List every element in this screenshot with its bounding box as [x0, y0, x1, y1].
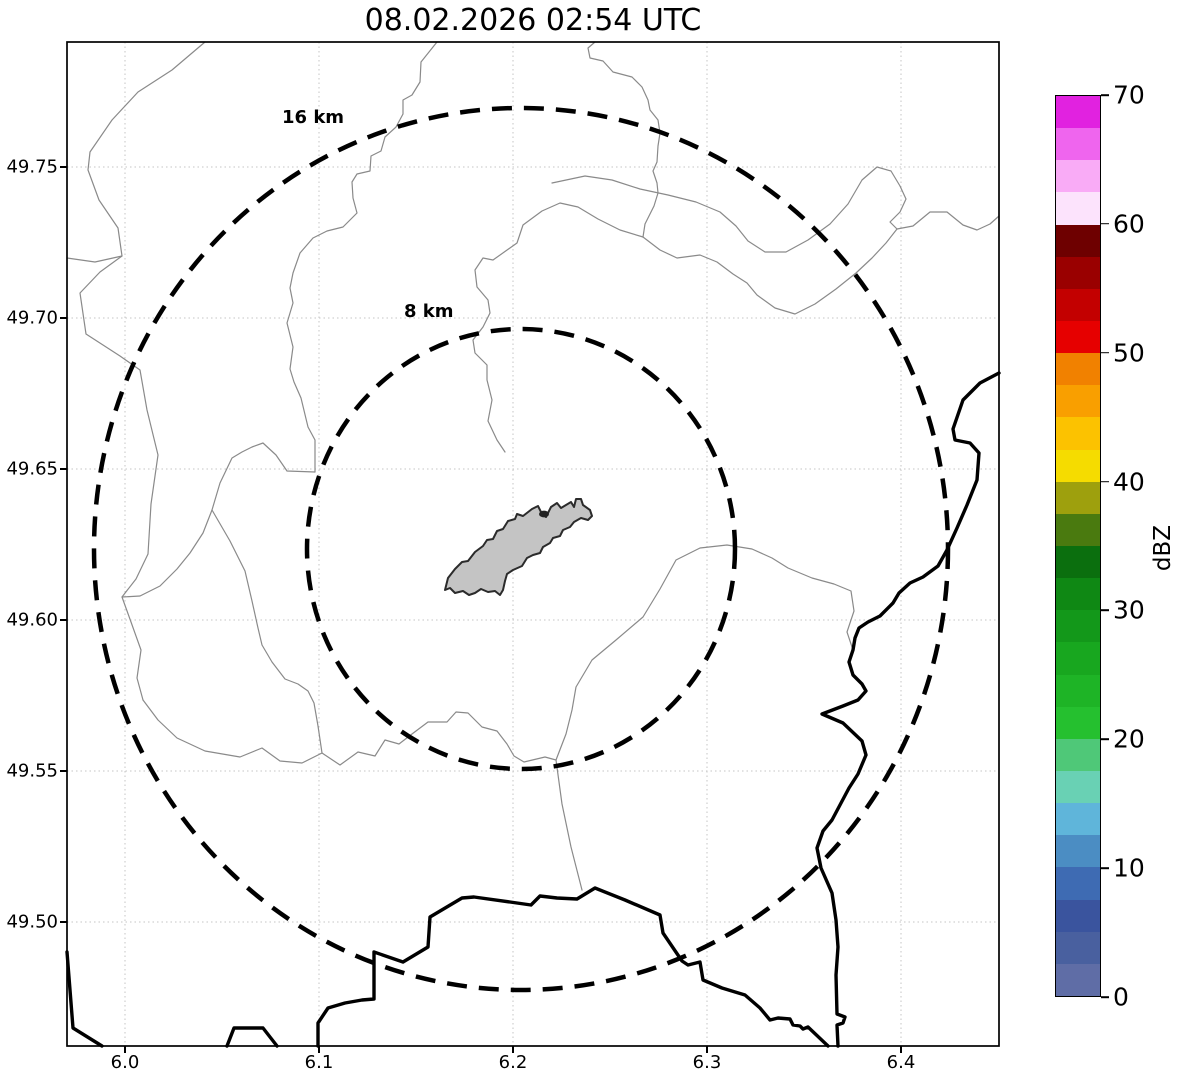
radar-site-marker — [539, 510, 549, 518]
colorbar — [1055, 95, 1101, 997]
admin-boundary-line — [211, 509, 323, 754]
colorbar-segment — [1056, 610, 1100, 643]
colorbar-tick-mark — [1101, 609, 1109, 612]
colorbar-segment — [1056, 803, 1100, 836]
x-tick-mark — [124, 1046, 126, 1053]
admin-boundary-line — [79, 41, 206, 701]
colorbar-segment — [1056, 385, 1100, 418]
admin-boundary-line — [551, 166, 1000, 253]
x-tick-label: 6.1 — [304, 1052, 334, 1073]
colorbar-segment — [1056, 224, 1100, 257]
colorbar-segment — [1056, 706, 1100, 739]
y-tick-label: 49.70 — [6, 307, 58, 329]
colorbar-tick-mark — [1101, 996, 1109, 998]
colorbar-segment — [1056, 835, 1100, 868]
range-ring-8km — [304, 326, 738, 772]
colorbar-segment — [1056, 771, 1100, 804]
admin-boundary-line — [587, 41, 661, 238]
colorbar-segment — [1056, 160, 1100, 193]
admin-boundary-line — [555, 544, 855, 761]
range-ring-8km-label: 8 km — [404, 301, 454, 322]
colorbar-tick-label: 70 — [1113, 80, 1145, 110]
y-tick-mark — [60, 166, 67, 168]
admin-boundary-line — [642, 228, 898, 315]
colorbar-segment — [1056, 288, 1100, 322]
country-border-line — [316, 886, 830, 1048]
x-tick-label: 6.0 — [110, 1052, 140, 1073]
x-tick-mark — [512, 1046, 514, 1053]
colorbar-tick-label: 30 — [1113, 595, 1145, 625]
y-tick-mark — [60, 921, 67, 923]
colorbar-segment — [1056, 578, 1100, 611]
colorbar-tick-label: 40 — [1113, 467, 1145, 497]
admin-boundary-line — [66, 255, 123, 263]
y-tick-mark — [60, 770, 67, 772]
colorbar-tick-mark — [1101, 351, 1109, 354]
colorbar-segment — [1056, 449, 1100, 482]
colorbar-tick-mark — [1101, 480, 1109, 483]
admin-boundary-line — [472, 202, 644, 453]
admin-boundary-line — [142, 699, 583, 891]
colorbar-unit-label: dBZ — [1150, 524, 1176, 572]
colorbar-segment — [1056, 642, 1100, 675]
colorbar-segment — [1056, 931, 1100, 964]
colorbar-segment — [1056, 417, 1100, 450]
admin-boundary-lines — [66, 41, 1000, 891]
y-tick-mark — [60, 619, 67, 621]
colorbar-tick-mark — [1101, 94, 1109, 96]
country-border-line — [225, 1026, 279, 1048]
colorbar-segment — [1056, 353, 1100, 386]
colorbar-segment — [1056, 321, 1100, 354]
y-tick-label: 49.50 — [6, 911, 58, 933]
colorbar-tick-label: 10 — [1113, 853, 1145, 883]
colorbar-segment — [1056, 513, 1100, 547]
colorbar-segment — [1056, 674, 1100, 707]
range-ring-16km — [91, 105, 951, 993]
x-tick-mark — [900, 1046, 902, 1053]
colorbar-segment — [1056, 481, 1100, 514]
plot-title: 08.02.2026 02:54 UTC — [364, 3, 702, 38]
country-border-line — [65, 950, 104, 1048]
colorbar-tick-mark — [1101, 738, 1109, 741]
x-tick-mark — [318, 1046, 320, 1053]
country-border-lines — [65, 371, 1001, 1048]
y-tick-label: 49.60 — [6, 609, 58, 631]
y-tick-mark — [60, 317, 67, 319]
y-tick-label: 49.75 — [6, 156, 58, 178]
colorbar-segment — [1056, 128, 1100, 161]
y-tick-label: 49.65 — [6, 458, 58, 480]
colorbar-segment — [1056, 96, 1100, 129]
y-tick-label: 49.55 — [6, 760, 58, 782]
colorbar-segment — [1056, 867, 1100, 900]
colorbar-tick-mark — [1101, 223, 1109, 225]
colorbar-tick-label: 0 — [1113, 982, 1129, 1012]
range-ring-16km-label: 16 km — [282, 107, 344, 128]
colorbar-tick-label: 20 — [1113, 724, 1145, 754]
river-border-line — [815, 371, 1001, 1048]
admin-boundary-line — [121, 442, 316, 598]
colorbar-tick-label: 60 — [1113, 209, 1145, 239]
colorbar-tick-label: 50 — [1113, 338, 1145, 368]
colorbar-segment — [1056, 546, 1100, 579]
y-tick-mark — [60, 468, 67, 470]
colorbar-segment — [1056, 256, 1100, 289]
colorbar-segment — [1056, 192, 1100, 225]
x-tick-label: 6.3 — [692, 1052, 722, 1073]
x-tick-label: 6.2 — [498, 1052, 528, 1073]
city-area-polygon — [444, 498, 593, 596]
colorbar-tick-mark — [1101, 867, 1109, 869]
x-tick-label: 6.4 — [886, 1052, 916, 1073]
admin-boundary-line — [286, 41, 438, 473]
colorbar-segment — [1056, 899, 1100, 932]
colorbar-segment — [1056, 963, 1100, 996]
colorbar-segment — [1056, 738, 1100, 772]
plot-frame — [66, 41, 1000, 1047]
x-tick-mark — [706, 1046, 708, 1053]
